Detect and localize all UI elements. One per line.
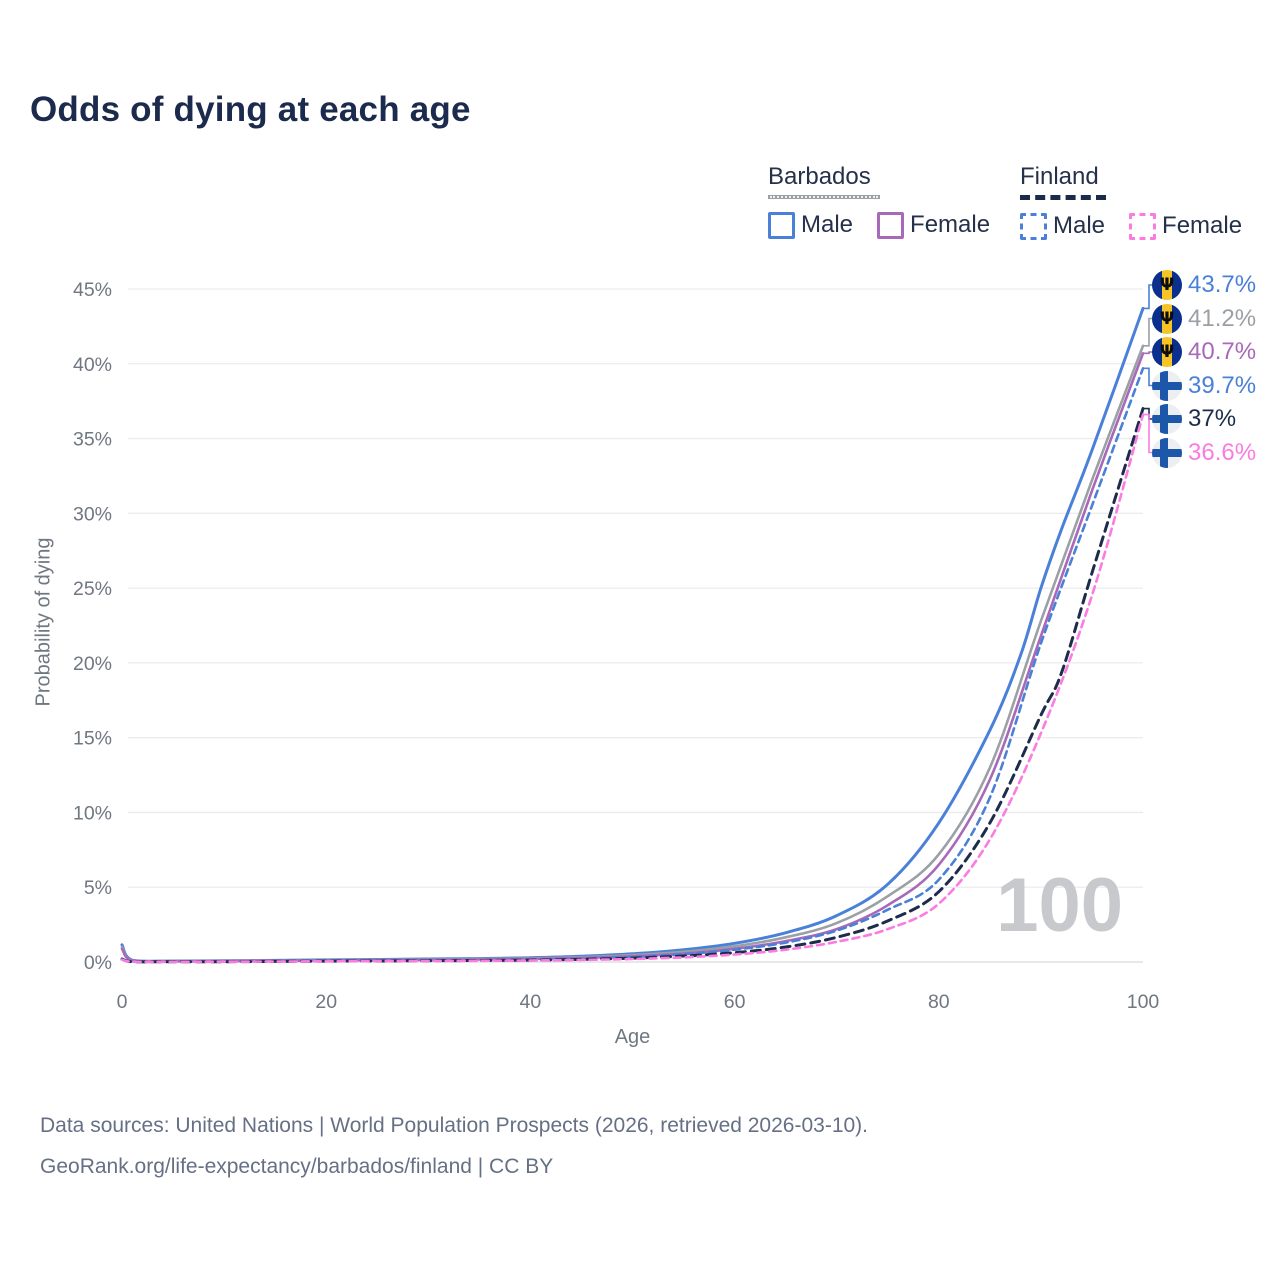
age-watermark: 100 <box>996 863 1123 948</box>
end-label-barbados-both: 41.2% <box>1152 303 1256 335</box>
finland-male-swatch-icon <box>1020 212 1047 240</box>
barbados-flag-icon <box>1152 270 1182 300</box>
legend-entry-finland-female[interactable]: Female <box>1129 212 1242 240</box>
y-tick-label: 20% <box>73 653 112 675</box>
legend-group-barbados: Barbados Male Female <box>768 163 990 239</box>
finland-female-swatch-icon <box>1129 212 1157 240</box>
footer-attribution: GeoRank.org/life-expectancy/barbados/fin… <box>40 1154 554 1178</box>
end-label-finland-male: 39.7% <box>1152 370 1256 402</box>
finland-flag-icon <box>1152 404 1182 434</box>
y-tick-label: 40% <box>73 354 112 376</box>
legend-group-finland: Finland Male Female <box>1020 163 1242 240</box>
legend-entry-barbados-male[interactable]: Male <box>768 211 853 239</box>
barbados-female-swatch-icon <box>877 211 905 239</box>
legend-country-finland[interactable]: Finland <box>1020 163 1099 190</box>
line-finland-female <box>120 413 1145 964</box>
x-tick-label: 100 <box>1127 991 1160 1013</box>
x-tick-label: 40 <box>520 991 542 1013</box>
end-label-finland-both: 37% <box>1152 403 1236 435</box>
end-value: 43.7% <box>1188 271 1257 298</box>
barbados-male-swatch-icon <box>768 211 795 239</box>
finland-flag-icon <box>1152 370 1182 401</box>
x-tick-label: 80 <box>928 991 950 1013</box>
y-tick-label: 35% <box>73 429 112 451</box>
y-axis-title: Probability of dying <box>32 537 55 707</box>
legend-row-finland: Male Female <box>1020 212 1242 240</box>
y-tick-label: 10% <box>73 802 112 824</box>
x-axis-title: Age <box>614 1026 651 1048</box>
legend-row-barbados: Male Female <box>768 211 990 239</box>
y-tick-label: 5% <box>84 877 112 899</box>
footer-data-sources: Data sources: United Nations | World Pop… <box>40 1114 869 1137</box>
footer: Data sources: United Nations | World Pop… <box>40 1106 868 1188</box>
line-finland-both-sexes <box>120 407 1145 964</box>
end-value: 37% <box>1188 405 1237 432</box>
end-value: 39.7% <box>1188 371 1257 399</box>
legend-country-barbados[interactable]: Barbados <box>768 163 871 190</box>
y-tick-label: 0% <box>84 952 112 974</box>
legend-entry-label: Female <box>910 211 991 238</box>
legend-entry-barbados-female[interactable]: Female <box>877 211 990 239</box>
legend-entry-label: Male <box>801 211 854 238</box>
end-label-barbados-female: 40.7% <box>1152 336 1256 368</box>
legend-entry-label: Female <box>1162 212 1243 239</box>
y-tick-label: 45% <box>73 279 112 301</box>
x-tick-label: 60 <box>724 991 746 1013</box>
y-tick-label: 15% <box>73 728 112 750</box>
x-tick-label: 0 <box>117 991 128 1013</box>
page-title: Odds of dying at each age <box>30 90 471 129</box>
end-connector-finland-both-sexes <box>1144 407 1154 420</box>
y-tick-label: 30% <box>73 503 112 525</box>
end-connector-finland-male <box>1144 367 1154 387</box>
finland-flag-icon <box>1152 437 1182 468</box>
barbados-flag-icon <box>1152 303 1182 334</box>
dashed-line-style-swatch <box>1020 195 1106 200</box>
legend-entry-finland-male[interactable]: Male <box>1020 212 1105 240</box>
end-label-barbados-male: 43.7% <box>1152 269 1256 301</box>
legend-entry-label: Male <box>1053 212 1106 239</box>
end-value: 36.6% <box>1188 438 1257 466</box>
line-barbados-male <box>120 306 1145 963</box>
end-value: 40.7% <box>1188 338 1257 365</box>
barbados-flag-icon <box>1152 337 1182 367</box>
x-tick-label: 20 <box>315 991 337 1013</box>
end-label-finland-female: 36.6% <box>1152 437 1256 469</box>
end-connector-finland-female <box>1144 413 1154 454</box>
solid-line-style-swatch <box>768 195 880 199</box>
y-tick-label: 25% <box>73 578 112 600</box>
end-value: 41.2% <box>1188 304 1257 332</box>
